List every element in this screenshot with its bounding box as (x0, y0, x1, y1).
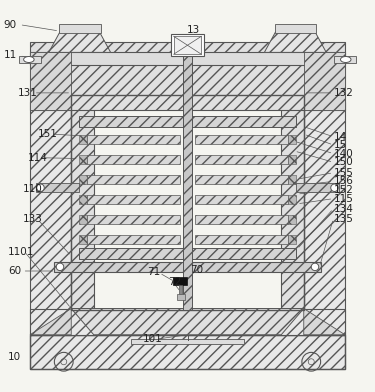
Bar (173, 278, 187, 285)
Text: 140: 140 (334, 149, 354, 159)
Ellipse shape (24, 56, 34, 62)
Bar (79, 135, 87, 144)
Polygon shape (264, 32, 326, 53)
Polygon shape (30, 309, 71, 335)
Bar (195, 215, 288, 224)
Bar (195, 175, 288, 184)
Circle shape (37, 184, 44, 192)
Text: 155: 155 (334, 168, 354, 178)
Polygon shape (304, 309, 345, 335)
Circle shape (56, 263, 64, 270)
Text: 1101: 1101 (8, 247, 34, 256)
Bar (87, 195, 180, 204)
Text: 10: 10 (8, 352, 21, 361)
Polygon shape (71, 309, 304, 335)
Text: 71: 71 (147, 267, 160, 277)
Text: 70: 70 (190, 265, 203, 275)
Polygon shape (304, 52, 345, 110)
Bar (87, 235, 180, 243)
Text: 90: 90 (4, 20, 17, 30)
Bar (71, 95, 304, 310)
Polygon shape (49, 32, 111, 53)
Text: 114: 114 (28, 153, 48, 163)
Bar (19, 56, 41, 63)
Bar (30, 52, 345, 65)
Bar (195, 235, 288, 243)
Bar (195, 135, 288, 144)
Bar (87, 175, 180, 184)
Bar (288, 235, 296, 243)
Bar (79, 195, 87, 204)
Bar (171, 34, 204, 56)
Text: 11: 11 (4, 51, 17, 60)
Bar (275, 24, 316, 33)
Bar (30, 42, 345, 110)
Bar (195, 195, 288, 204)
Ellipse shape (340, 56, 351, 62)
Bar (296, 183, 339, 192)
Bar (79, 175, 87, 184)
Text: 156: 156 (334, 176, 354, 186)
Bar (30, 309, 345, 335)
Bar (59, 24, 100, 33)
Bar (281, 95, 304, 309)
Text: 13: 13 (187, 25, 200, 35)
Bar (131, 339, 244, 344)
Bar (174, 36, 201, 54)
Text: 152: 152 (334, 185, 354, 195)
Text: 135: 135 (334, 214, 354, 223)
Text: 60: 60 (8, 266, 21, 276)
Circle shape (311, 263, 319, 270)
Bar (334, 56, 356, 63)
Bar (79, 248, 296, 259)
Text: 101: 101 (142, 334, 162, 344)
Text: 134: 134 (334, 204, 354, 214)
Bar (288, 135, 296, 144)
Bar (87, 155, 180, 164)
Text: 132: 132 (334, 88, 354, 98)
Polygon shape (30, 52, 71, 110)
Text: 150: 150 (334, 157, 354, 167)
Bar (79, 235, 87, 243)
Bar (177, 294, 185, 299)
Bar (183, 56, 192, 310)
Bar (79, 116, 296, 127)
Bar (288, 195, 296, 204)
Bar (87, 135, 180, 144)
Circle shape (331, 184, 338, 192)
Text: 133: 133 (23, 214, 43, 224)
Text: 131: 131 (18, 88, 38, 98)
Bar (30, 335, 345, 368)
Bar (79, 155, 87, 164)
Bar (195, 155, 288, 164)
Bar (36, 183, 79, 192)
Text: 151: 151 (38, 129, 57, 139)
Text: 14: 14 (334, 132, 347, 142)
Text: 110: 110 (23, 183, 43, 194)
Text: 15: 15 (334, 140, 347, 150)
Bar (288, 215, 296, 224)
Bar (30, 102, 71, 335)
Bar (179, 285, 182, 294)
Bar (304, 102, 345, 335)
Text: 72: 72 (168, 277, 181, 287)
Bar (79, 215, 87, 224)
Bar (288, 155, 296, 164)
Bar (30, 335, 345, 368)
Text: 115: 115 (334, 194, 354, 203)
Bar (288, 175, 296, 184)
Bar (54, 262, 321, 272)
Bar (71, 95, 94, 309)
Bar (87, 215, 180, 224)
